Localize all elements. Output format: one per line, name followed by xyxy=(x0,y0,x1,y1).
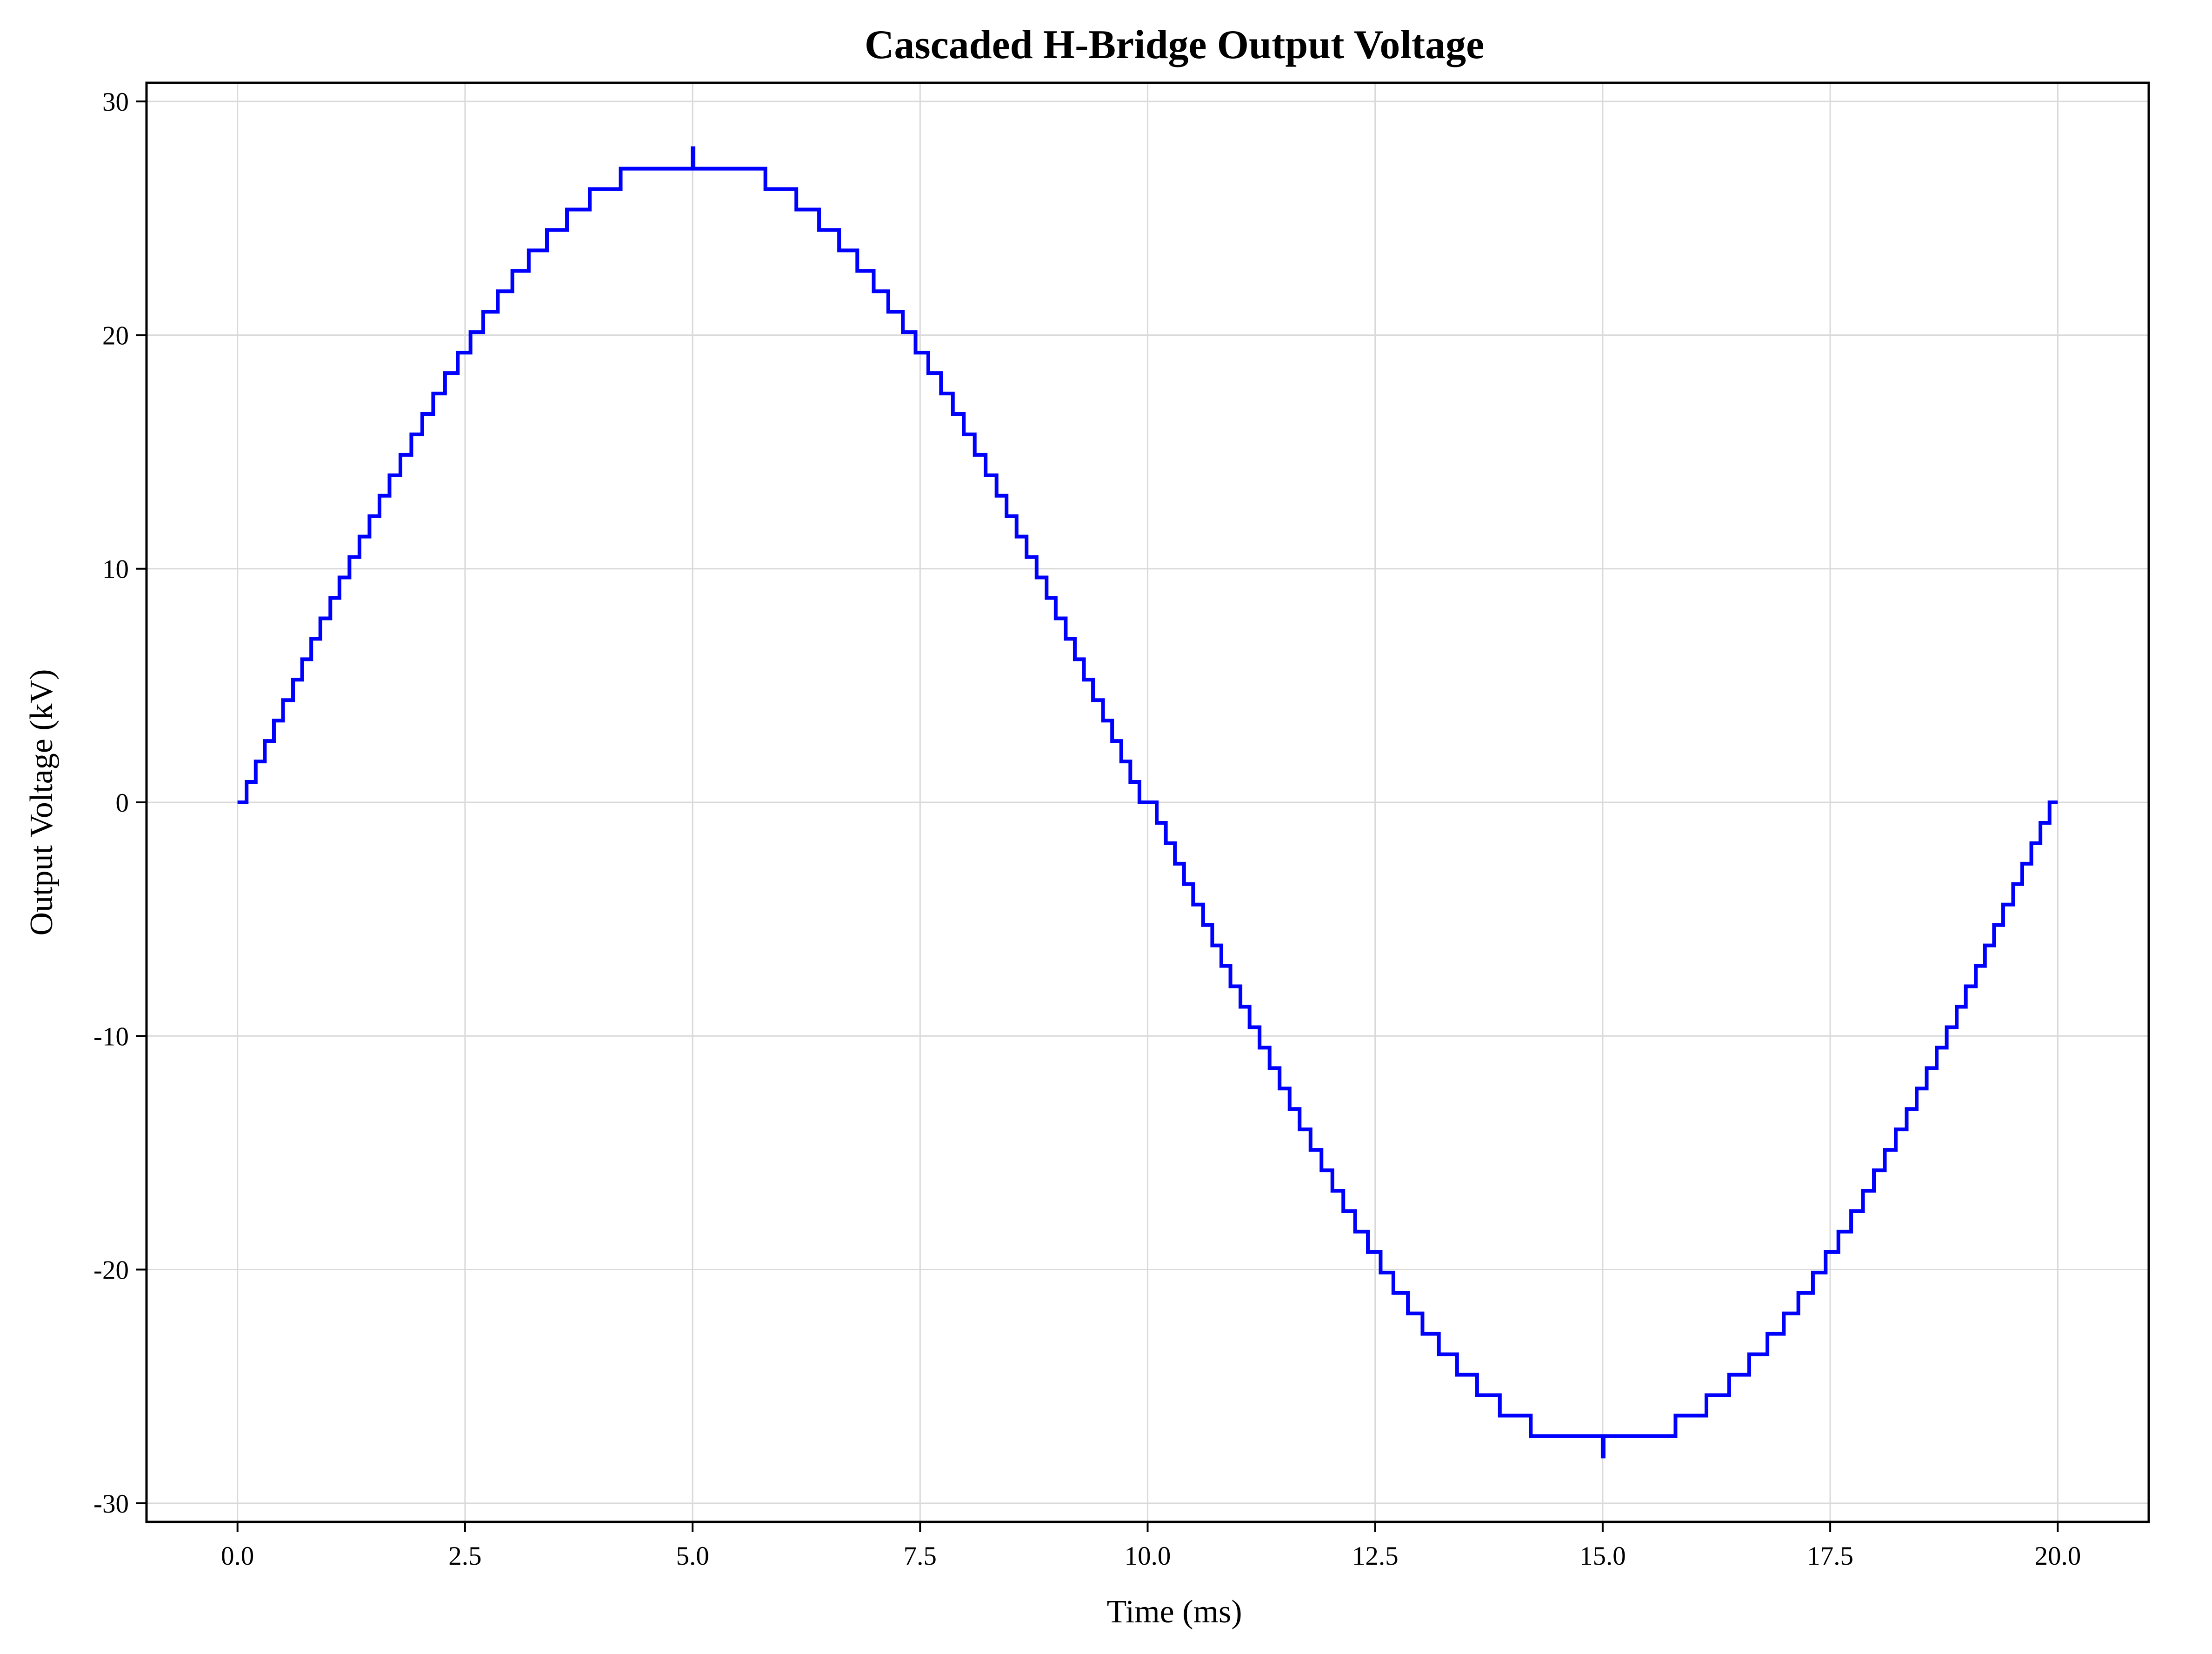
y-axis-ticks: -30 -20 -10 0 10 20 30 xyxy=(93,87,147,1519)
y-tick-label: -20 xyxy=(93,1256,129,1285)
x-tick-label: 20.0 xyxy=(2034,1541,2081,1571)
chart-title: Cascaded H-Bridge Output Voltage xyxy=(865,22,1484,67)
x-tick-label: 12.5 xyxy=(1352,1541,1399,1571)
x-tick-label: 5.0 xyxy=(676,1541,709,1571)
y-tick-label: 30 xyxy=(102,87,129,117)
x-tick-label: 10.0 xyxy=(1125,1541,1171,1571)
y-tick-label: -30 xyxy=(93,1489,129,1519)
series-layer xyxy=(237,146,2058,1459)
x-tick-label: 0.0 xyxy=(221,1541,254,1571)
y-tick-label: 20 xyxy=(102,321,129,350)
y-tick-label: 0 xyxy=(116,788,129,818)
x-tick-label: 15.0 xyxy=(1579,1541,1626,1571)
y-tick-label: -10 xyxy=(93,1022,129,1051)
x-tick-label: 2.5 xyxy=(448,1541,481,1571)
y-axis-label: Output Voltage (kV) xyxy=(24,669,60,936)
y-tick-label: 10 xyxy=(102,555,129,584)
x-axis-label: Time (ms) xyxy=(1106,1594,1242,1630)
x-axis-ticks: 0.0 2.5 5.0 7.5 10.0 12.5 15.0 17.5 20.0 xyxy=(221,1522,2081,1571)
x-tick-label: 17.5 xyxy=(1807,1541,1853,1571)
x-tick-label: 7.5 xyxy=(904,1541,937,1571)
output-voltage-line xyxy=(237,146,2058,1459)
